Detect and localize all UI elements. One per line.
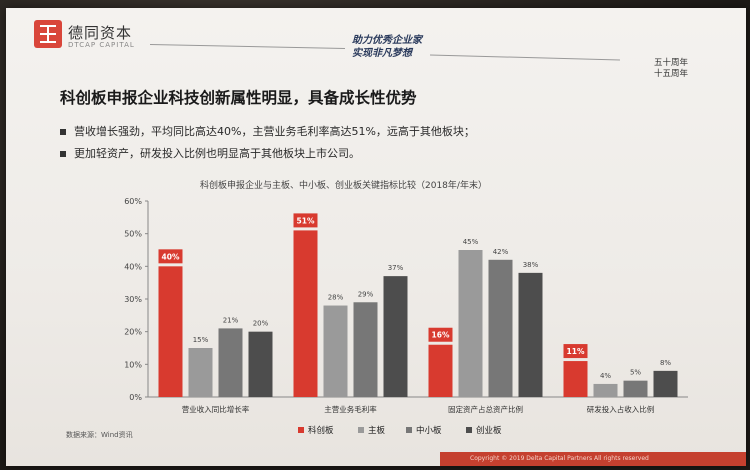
- brand-name: 德同资本: [68, 24, 133, 42]
- slogan-line-2: 实现非凡梦想: [352, 48, 412, 59]
- x-tick-label: 主营业务毛利率: [324, 404, 377, 414]
- x-tick-label: 研发投入占收入比例: [587, 404, 655, 414]
- value-label-box: [293, 213, 318, 228]
- bar-主板: [188, 348, 213, 397]
- bar-创业板: [248, 331, 273, 397]
- legend-label: 科创板: [308, 425, 334, 436]
- bar-科创板: [428, 344, 453, 397]
- legend-swatch: [358, 427, 364, 433]
- bar-科创板: [158, 266, 183, 397]
- legend-swatch: [406, 427, 412, 433]
- bullet-text-1: 营收增长强劲，平均同比高达40%，主营业务毛利率高达51%，远高于其他板块；: [74, 125, 475, 138]
- footer-band: [440, 452, 746, 466]
- bullet-point-2: 更加轻资产，研发投入比例也明显高于其他板块上市公司。: [60, 145, 360, 161]
- slogan-line-1: 助力优秀企业家: [352, 35, 422, 46]
- value-label-box: [563, 344, 588, 359]
- bullet-point-1: 营收增长强劲，平均同比高达40%，主营业务毛利率高达51%，远高于其他板块；: [60, 123, 475, 139]
- slogan: 助力优秀企业家 实现非凡梦想: [352, 34, 422, 60]
- value-label: 11%: [567, 347, 585, 356]
- value-label: 28%: [328, 294, 344, 302]
- value-label: 16%: [432, 331, 450, 340]
- value-label-box: [428, 327, 453, 342]
- value-label: 4%: [600, 372, 611, 380]
- bar-创业板: [518, 272, 543, 397]
- value-label: 51%: [297, 216, 315, 225]
- bar-创业板: [383, 276, 408, 397]
- y-tick-label: 60%: [124, 197, 142, 206]
- y-tick-label: 0%: [129, 393, 142, 402]
- bullet-square-icon: [60, 129, 66, 135]
- value-label-box: [158, 249, 183, 264]
- bar-主板: [323, 305, 348, 397]
- value-label: 38%: [523, 261, 539, 269]
- brand-logo: 德同资本 DTCAP CAPITAL: [34, 20, 224, 56]
- anniversary-label: 五十周年 十五周年: [628, 58, 688, 80]
- bar-创业板: [653, 370, 678, 397]
- legend-swatch: [466, 427, 472, 433]
- bar-主板: [458, 250, 483, 397]
- brand-subtitle: DTCAP CAPITAL: [68, 41, 135, 49]
- x-tick-label: 固定资产占总资产比例: [448, 404, 523, 414]
- y-tick-label: 10%: [124, 360, 142, 369]
- value-label: 21%: [223, 316, 239, 324]
- bullet-square-icon: [60, 151, 66, 157]
- value-label: 5%: [630, 369, 641, 377]
- bar-中小板: [353, 302, 378, 397]
- y-tick-label: 40%: [124, 262, 142, 271]
- anniversary-line-1: 五十周年: [653, 58, 688, 68]
- value-label: 37%: [388, 264, 404, 272]
- y-tick-label: 30%: [124, 295, 142, 304]
- bar-中小板: [218, 328, 243, 397]
- value-label: 45%: [463, 238, 479, 246]
- bar-主板: [593, 383, 618, 397]
- value-label: 8%: [660, 359, 671, 367]
- bar-科创板: [293, 230, 318, 397]
- bar-中小板: [488, 259, 513, 397]
- brand-mark-icon: [34, 20, 62, 48]
- value-label: 15%: [193, 336, 209, 344]
- anniversary-line-2: 十五周年: [653, 69, 688, 79]
- slide-heading: 科创板申报企业科技创新属性明显，具备成长性优势: [60, 89, 417, 107]
- value-label: 42%: [493, 248, 509, 256]
- legend-label: 中小板: [416, 425, 442, 436]
- chart-title: 科创板申报企业与主板、中小板、创业板关键指标比较（2018年/年末）: [200, 181, 487, 191]
- bullet-text-2: 更加轻资产，研发投入比例也明显高于其他板块上市公司。: [74, 147, 360, 160]
- value-label: 20%: [253, 320, 269, 328]
- data-source: 数据来源：Wind资讯: [66, 431, 133, 439]
- bar-科创板: [563, 361, 588, 397]
- x-tick-label: 营业收入同比增长率: [182, 404, 250, 414]
- copyright-text: Copyright © 2019 Delta Capital Partners …: [470, 455, 649, 462]
- legend-swatch: [298, 427, 304, 433]
- bar-中小板: [623, 380, 648, 397]
- value-label: 40%: [162, 252, 180, 261]
- y-tick-label: 50%: [124, 230, 142, 239]
- legend-label: 主板: [368, 425, 386, 436]
- value-label: 29%: [358, 290, 374, 298]
- legend-label: 创业板: [476, 425, 502, 436]
- y-tick-label: 20%: [124, 328, 142, 337]
